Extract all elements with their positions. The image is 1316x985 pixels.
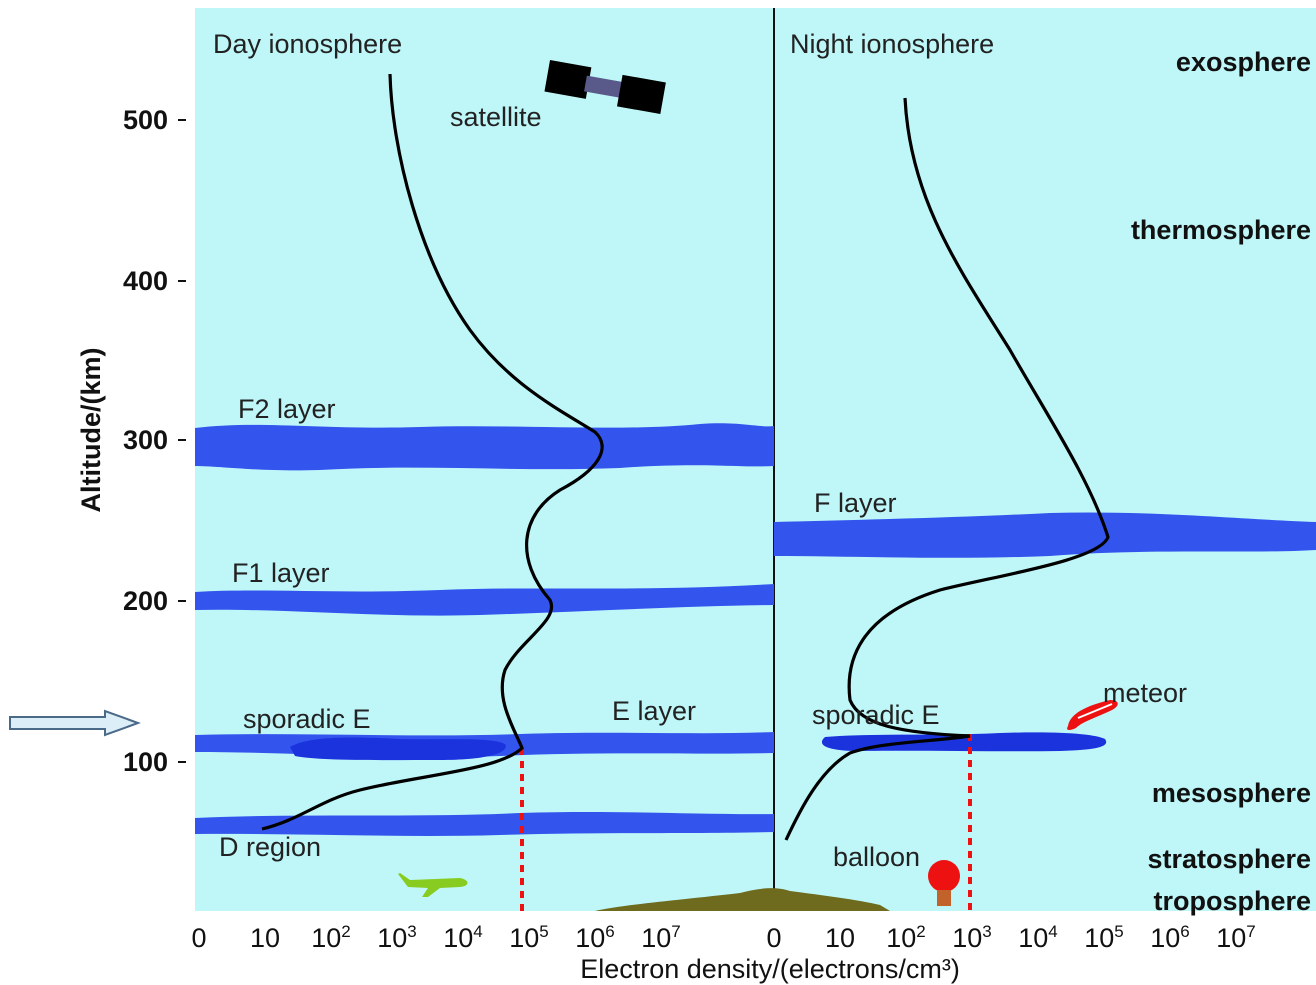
- night-x-tick-1: 10: [825, 923, 855, 953]
- night-x-tick-7: 107: [1216, 922, 1256, 953]
- day-title: Day ionosphere: [213, 29, 402, 59]
- d-region-band: [195, 812, 774, 836]
- meteor-icon: [1067, 700, 1118, 731]
- day-x-tick-2: 102: [311, 922, 351, 953]
- e-layer-label: E layer: [612, 696, 696, 726]
- night-x-tick-2: 102: [886, 922, 926, 953]
- y-tick-300: 300: [123, 425, 168, 455]
- f-layer-band: [774, 512, 1316, 558]
- day-sporadic-e-label: sporadic E: [243, 704, 371, 734]
- day-x-tick-7: 107: [641, 922, 681, 953]
- day-density-profile: [261, 73, 604, 831]
- day-x-tick-0: 0: [191, 923, 206, 953]
- y-axis-label: Altitude/(km): [76, 348, 106, 513]
- arrow-right-icon: [9, 709, 141, 737]
- night-title: Night ionosphere: [790, 29, 994, 59]
- balloon-icon: [928, 860, 960, 906]
- day-sporadic-e-patch: [290, 737, 506, 761]
- night-x-tick-3: 103: [952, 922, 992, 953]
- y-tick-500: 500: [123, 105, 168, 135]
- night-x-tick-4: 104: [1018, 922, 1058, 953]
- exosphere-label: exosphere: [1176, 47, 1311, 77]
- satellite-icon: [544, 60, 666, 115]
- thermosphere-label: thermosphere: [1131, 215, 1311, 245]
- mountain-icon: [595, 888, 890, 911]
- satellite-label: satellite: [450, 102, 542, 132]
- night-x-ticks: 0 10 102 103 104 105 106 107: [766, 922, 1255, 953]
- day-x-ticks: 0 10 102 103 104 105 106 107: [191, 922, 680, 953]
- d-region-label: D region: [219, 832, 321, 862]
- night-x-tick-6: 106: [1150, 922, 1190, 953]
- mesosphere-label: mesosphere: [1152, 778, 1311, 808]
- night-sporadic-e-patch: [821, 732, 1107, 752]
- y-tick-200: 200: [123, 586, 168, 616]
- night-x-tick-5: 105: [1084, 922, 1124, 953]
- x-axis-label: Electron density/(electrons/cm³): [580, 954, 960, 984]
- night-x-tick-0: 0: [766, 923, 781, 953]
- f1-layer-label: F1 layer: [232, 558, 330, 588]
- y-axis-ticks: [178, 119, 186, 763]
- f-layer-label: F layer: [814, 488, 897, 518]
- night-density-profile: [784, 97, 1110, 841]
- day-x-tick-5: 105: [509, 922, 549, 953]
- balloon-label: balloon: [833, 842, 920, 872]
- day-x-tick-4: 104: [443, 922, 483, 953]
- stratosphere-label: stratosphere: [1147, 844, 1311, 874]
- troposphere-label: troposphere: [1153, 886, 1311, 916]
- f2-layer-band: [195, 423, 774, 471]
- airplane-icon: [398, 873, 468, 897]
- meteor-label: meteor: [1103, 678, 1187, 708]
- y-tick-400: 400: [123, 266, 168, 296]
- f2-layer-label: F2 layer: [238, 394, 336, 424]
- day-x-tick-6: 106: [575, 922, 615, 953]
- night-sporadic-e-label: sporadic E: [812, 700, 940, 730]
- y-tick-100: 100: [123, 747, 168, 777]
- day-x-tick-1: 10: [250, 923, 280, 953]
- f1-layer-band: [195, 584, 774, 616]
- day-x-tick-3: 103: [377, 922, 417, 953]
